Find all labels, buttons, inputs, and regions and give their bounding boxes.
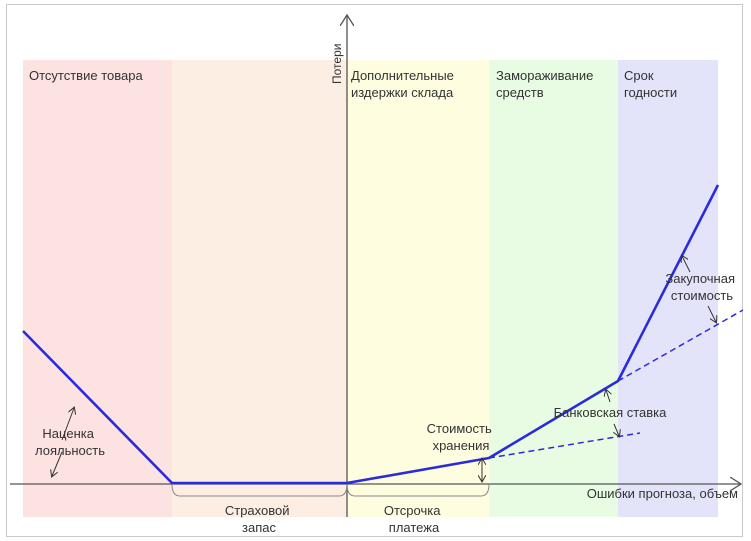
zone-safety-stock-bg <box>172 60 347 517</box>
purchase-cost-arrow-up <box>682 256 691 273</box>
zone-stockout-label: Отсутствие товара <box>29 68 143 83</box>
markup-arrow-down <box>52 451 63 476</box>
safety-stock-label: Страховой запас <box>225 503 293 535</box>
payment-delay-bracket <box>346 483 490 497</box>
zone-storage-costs-label: Дополнительные издержки склада <box>351 68 458 100</box>
zone-frozen-funds-label: Замораживание средств <box>496 68 597 100</box>
zone-shelf-life-bg <box>618 60 718 517</box>
payment-delay-label: Отсрочка платежа <box>384 503 444 535</box>
purchase-cost-annotation: Закупочная стоимость <box>665 271 738 303</box>
storage-cost-annotation: Стоимость хранения <box>427 421 496 453</box>
zone-shelf-life-label: Срок годности <box>624 68 677 100</box>
safety-stock-bracket <box>171 483 348 497</box>
bank-rate-extension-line <box>488 432 641 459</box>
zone-stockout-bg <box>23 60 172 517</box>
zone-storage-costs-bg <box>347 60 489 517</box>
bank-rate-arrow-down <box>614 423 619 436</box>
markup-annotation: Наценка лояльность <box>35 426 105 458</box>
bank-rate-annotation: Банковская ставка <box>554 405 668 420</box>
purchase-cost-arrow-down <box>707 305 716 322</box>
zone-frozen-funds-bg <box>489 60 618 517</box>
purchase-cost-extension-line <box>617 309 744 382</box>
markup-arrow-up <box>61 408 74 441</box>
bank-rate-arrow-up <box>606 390 610 403</box>
y-axis-label: Потери <box>330 44 344 84</box>
x-axis-label: Ошибки прогноза, объем <box>587 486 738 501</box>
loss-curve <box>22 184 720 485</box>
